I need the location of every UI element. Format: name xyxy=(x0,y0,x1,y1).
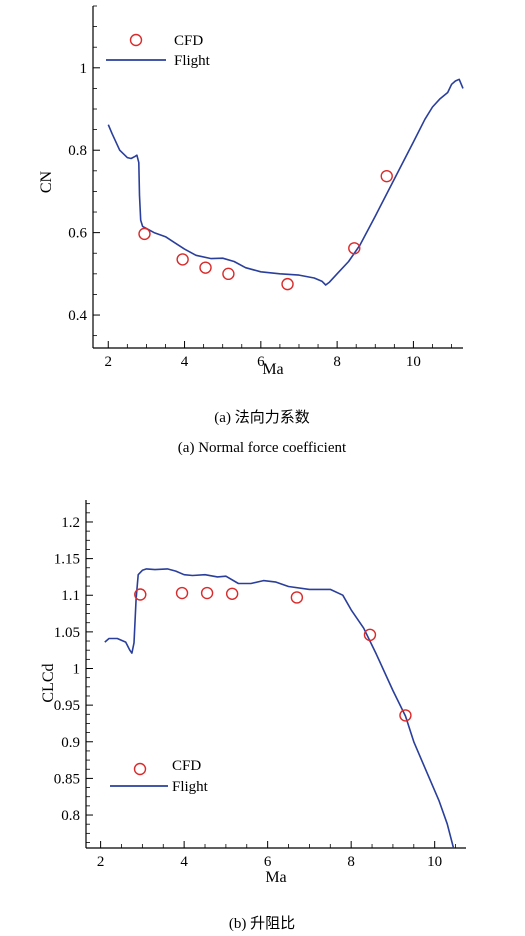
caption-a-cn: (a) 法向力系数 xyxy=(214,409,309,426)
cfd-marker-a xyxy=(348,242,361,255)
x-tick-label-b: 2 xyxy=(97,854,105,870)
x-axis-label-a: Ma xyxy=(262,361,283,378)
cfd-marker-b xyxy=(200,586,214,600)
cfd-marker-a xyxy=(138,227,151,241)
y-tick-label-b: 1.05 xyxy=(54,625,80,641)
y-tick-label-b: 0.85 xyxy=(54,771,80,787)
cfd-marker-b xyxy=(134,588,147,601)
flight-line-a xyxy=(107,78,464,286)
x-tick-label-a: 2 xyxy=(105,354,113,370)
legend-b: CFD Flight xyxy=(110,758,209,795)
x-tick-label-a: 8 xyxy=(333,354,341,370)
y-tick-label-b: 1.1 xyxy=(61,588,80,604)
flight-line-layer-a xyxy=(107,78,464,286)
cfd-marker-b xyxy=(225,587,239,600)
y-tick-label-b: 0.95 xyxy=(54,698,80,714)
x-tick-label-b: 4 xyxy=(180,854,188,870)
cfd-marker-a xyxy=(281,277,294,291)
flight-line-b xyxy=(104,568,455,849)
x-tick-label-b: 10 xyxy=(427,854,442,870)
legend-a: CFD Flight xyxy=(106,33,211,69)
axes-b: 2 4 6 8 10 0.8 0.85 0.9 0.95 1 1.05 1.1 1.15 1.2 xyxy=(54,500,466,870)
cfd-marker-a xyxy=(380,169,393,183)
cfd-marker-b xyxy=(175,586,189,600)
chart-normal-force: 2 4 6 8 10 0.4 0.6 0.8 1 Ma CN CFD Flight (a) 法向… xyxy=(38,5,464,456)
y-tick-label-b: 0.8 xyxy=(61,808,80,824)
cfd-marker-layer-a xyxy=(138,169,393,291)
x-axis-label-b: Ma xyxy=(265,869,286,886)
legend-flight-label-a: Flight xyxy=(174,53,211,69)
cfd-marker-layer-b xyxy=(134,586,412,722)
x-tick-label-a: 10 xyxy=(406,354,421,370)
y-axis-label-a: CN xyxy=(38,170,55,193)
cfd-marker-a xyxy=(199,261,212,274)
y-tick-label-a: 0.4 xyxy=(68,308,87,324)
y-tick-label-b: 1.2 xyxy=(61,515,80,531)
cfd-marker-b xyxy=(399,709,412,722)
x-tick-label-b: 6 xyxy=(264,854,272,870)
cfd-marker-a xyxy=(222,267,235,281)
y-tick-label-a: 0.8 xyxy=(68,143,87,159)
y-tick-label-b: 1.15 xyxy=(54,552,80,568)
legend-cfd-marker-b xyxy=(133,762,147,776)
cfd-marker-a xyxy=(176,253,189,266)
cfd-marker-b xyxy=(363,628,377,642)
legend-cfd-label-a: CFD xyxy=(174,33,203,49)
x-tick-label-a: 6 xyxy=(257,354,265,370)
x-tick-label-b: 8 xyxy=(347,854,355,870)
caption-a-en: (a) Normal force coefficient xyxy=(178,440,347,456)
y-tick-label-b: 1 xyxy=(73,662,81,678)
y-tick-label-a: 1 xyxy=(80,61,88,77)
chart-lift-drag-ratio: 2 4 6 8 10 0.8 0.85 0.9 0.95 1 1.05 1.1 1.15 1.2 Ma C… xyxy=(40,500,466,932)
cfd-marker-b xyxy=(290,591,304,604)
caption-b-cn: (b) 升阻比 xyxy=(229,915,295,932)
x-tick-label-a: 4 xyxy=(181,354,189,370)
y-tick-label-a: 0.6 xyxy=(68,226,87,242)
legend-cfd-label-b: CFD xyxy=(172,758,201,774)
axes-a: 2 4 6 8 10 0.4 0.6 0.8 1 xyxy=(68,5,463,370)
legend-cfd-marker-a xyxy=(129,33,143,47)
y-axis-label-b: CLCd xyxy=(40,663,57,702)
legend-flight-label-b: Flight xyxy=(172,779,209,795)
flight-line-layer-b xyxy=(104,568,455,849)
y-tick-label-b: 0.9 xyxy=(61,735,80,751)
